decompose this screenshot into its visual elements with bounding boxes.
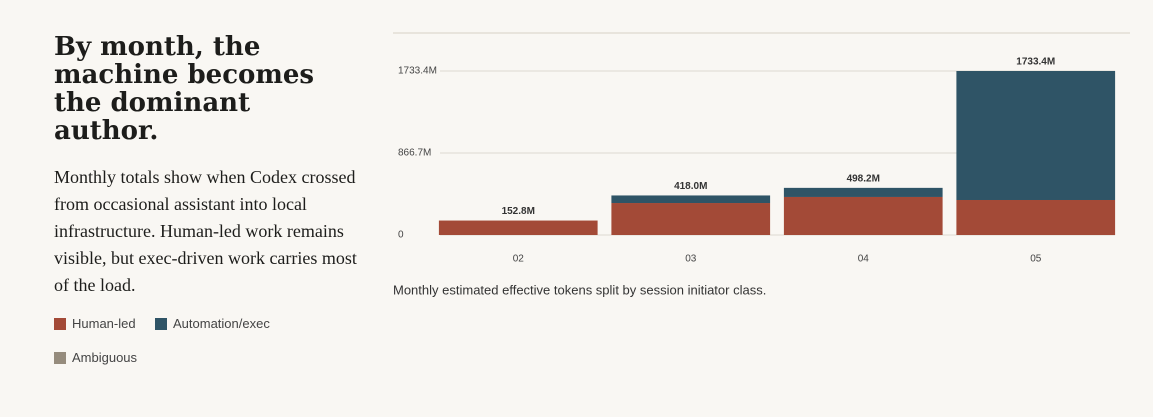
- legend-item: Automation/exec: [155, 316, 270, 331]
- y-tick-label: 1733.4M: [398, 66, 437, 77]
- bar-segment: [611, 203, 771, 235]
- legend-label: Human-led: [72, 316, 136, 331]
- legend-item: Ambiguous: [54, 350, 137, 365]
- legend-swatch: [155, 317, 167, 330]
- bar-segment: [783, 187, 943, 197]
- total-label: 1733.4M: [1016, 57, 1055, 68]
- subtitle: Monthly totals show when Codex crossed f…: [54, 167, 357, 295]
- bar-segment: [956, 71, 1116, 200]
- bar-segment: [783, 196, 943, 235]
- x-tick-label: 02: [513, 254, 525, 265]
- title: By month, the machine becomes the domina…: [54, 32, 315, 146]
- x-tick-label: 04: [858, 254, 870, 265]
- y-tick-label: 866.7M: [398, 148, 431, 159]
- total-label: 498.2M: [847, 174, 880, 185]
- x-tick-label: 03: [685, 254, 697, 265]
- legend-label: Ambiguous: [72, 350, 138, 365]
- bar-segment: [438, 220, 598, 235]
- bar-segment: [956, 199, 1116, 235]
- legend-swatch: [54, 317, 66, 330]
- legend-swatch: [54, 351, 66, 364]
- legend-label: Automation/exec: [173, 316, 270, 331]
- legend-item: Human-led: [54, 316, 136, 331]
- total-label: 152.8M: [502, 206, 535, 217]
- x-tick-label: 05: [1030, 254, 1042, 265]
- bar-segment: [611, 195, 771, 204]
- total-label: 418.0M: [674, 181, 707, 192]
- y-tick-label: 0: [398, 230, 404, 241]
- caption: Monthly estimated effective tokens split…: [393, 282, 766, 297]
